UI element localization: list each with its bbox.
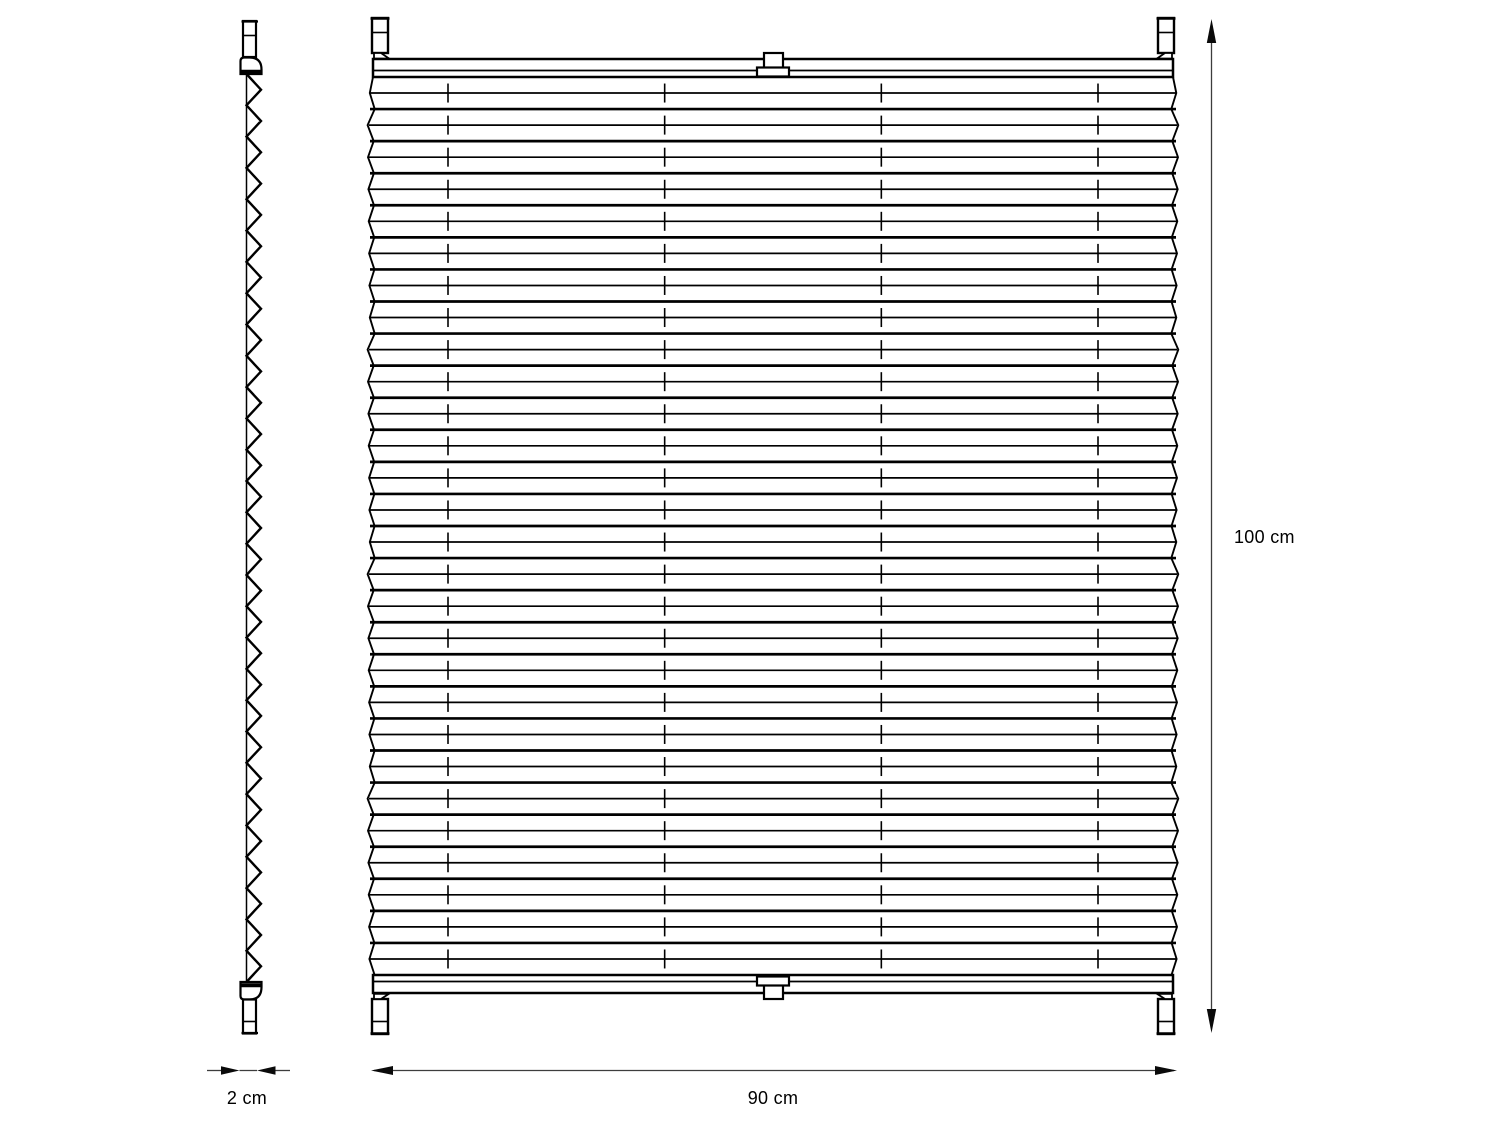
front-view [366,16,1180,1036]
depth-dimension-label: 2 cm [226,1088,268,1108]
side-profile-view [239,19,263,1035]
dimension-annotations [207,19,1217,1075]
width-dimension-label: 90 cm [747,1088,799,1108]
height-dimension-label: 100 cm [1234,527,1295,547]
